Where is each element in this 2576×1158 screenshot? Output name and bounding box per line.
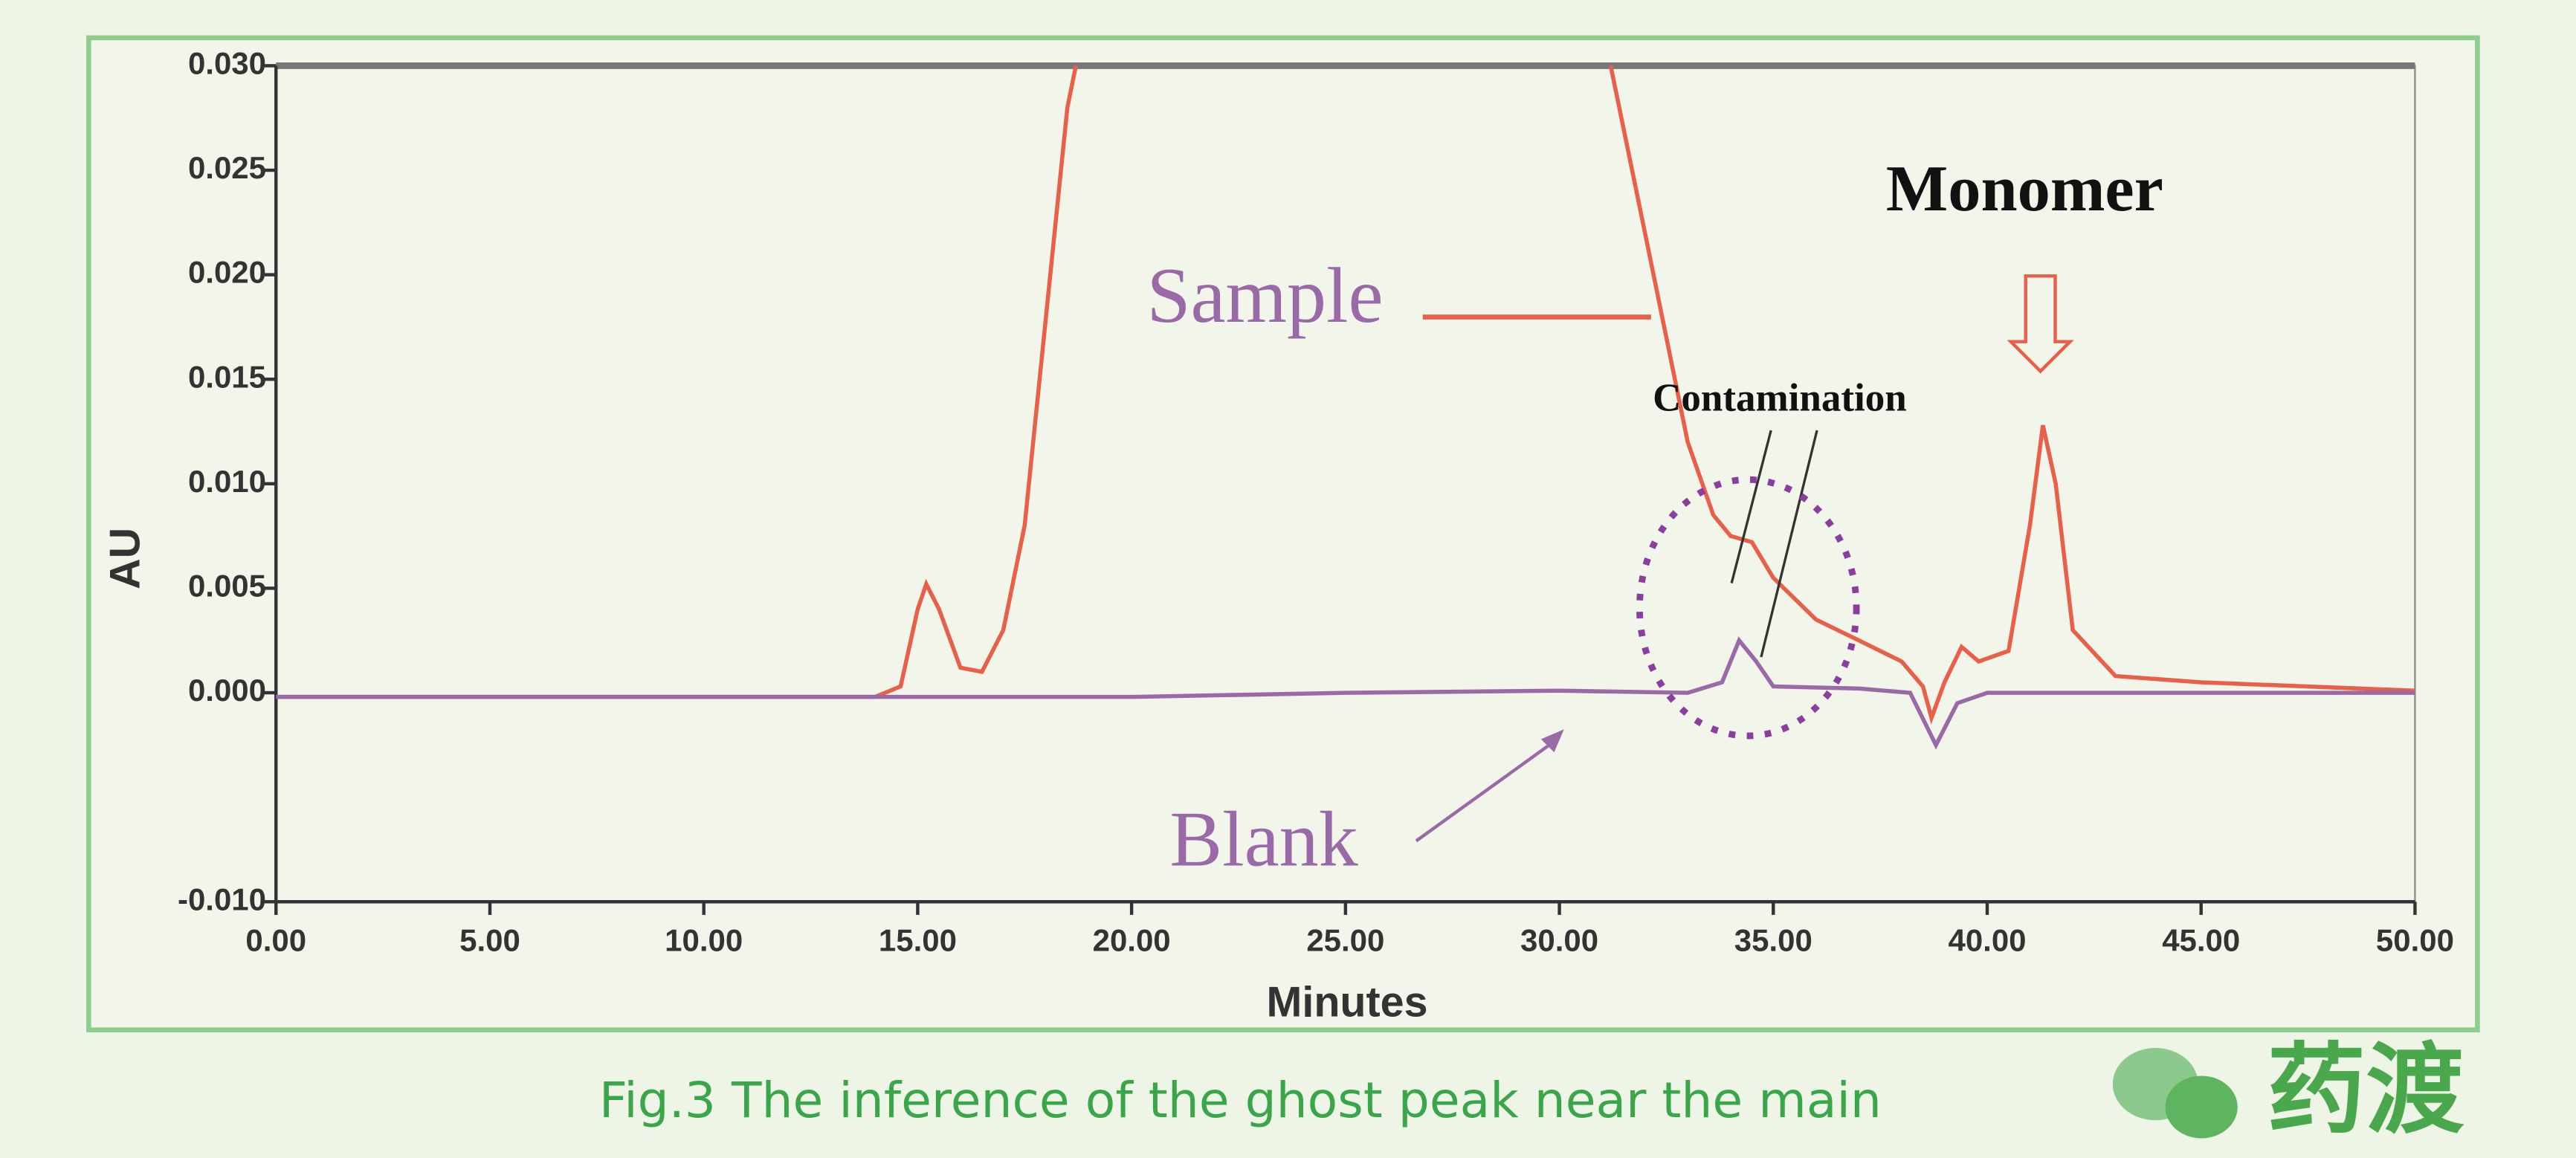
leader (1760, 430, 1818, 658)
monomer-arrow (2007, 274, 2074, 374)
arrowhead (1540, 729, 1564, 753)
logo: 药渡 (2267, 1033, 2465, 1148)
y-tick-label: 0.000 (188, 673, 266, 708)
plot (276, 65, 2415, 750)
x-axis-label: Minutes (1267, 979, 1428, 1026)
x-tick-label: 35.00 (1734, 923, 1812, 958)
x-tick-label: 5.00 (459, 923, 520, 958)
series-line (276, 65, 2415, 725)
y-tick-label: 0.010 (188, 464, 266, 499)
x-tick-label: 10.00 (665, 923, 743, 958)
leader (1730, 430, 1772, 583)
x-tick-label: 20.00 (1093, 923, 1171, 958)
y-tick-label: 0.030 (188, 46, 266, 81)
logo-icon (2112, 1047, 2238, 1139)
y-tick-label: -0.010 (178, 882, 266, 916)
x-tick-label: 25.00 (1306, 923, 1384, 958)
y-tick-label: 0.020 (188, 255, 266, 290)
y-tick-label: 0.015 (188, 359, 266, 394)
contamination-circle (1636, 476, 1860, 740)
x-tick-label: 0.00 (245, 923, 306, 958)
y-axis-label: AU (102, 528, 149, 589)
x-tick-label: 15.00 (879, 923, 957, 958)
y-tick-label: 0.005 (188, 569, 266, 604)
y-tick-label: 0.025 (188, 150, 266, 185)
annotation: Blank (1169, 795, 1358, 883)
leader (1415, 737, 1559, 843)
frame (86, 35, 2480, 1032)
x-tick-label: 50.00 (2376, 923, 2454, 958)
caption: Fig.3 The inference of the ghost peak ne… (599, 1071, 1882, 1129)
annotation: Sample (1146, 251, 1383, 339)
series-line (276, 636, 2415, 750)
annotation: Monomer (1886, 152, 2163, 225)
annotation: Contamination (1653, 376, 1907, 419)
x-tick-label: 30.00 (1520, 923, 1598, 958)
x-tick-label: 40.00 (1948, 923, 2026, 958)
x-tick-label: 45.00 (2162, 923, 2240, 958)
